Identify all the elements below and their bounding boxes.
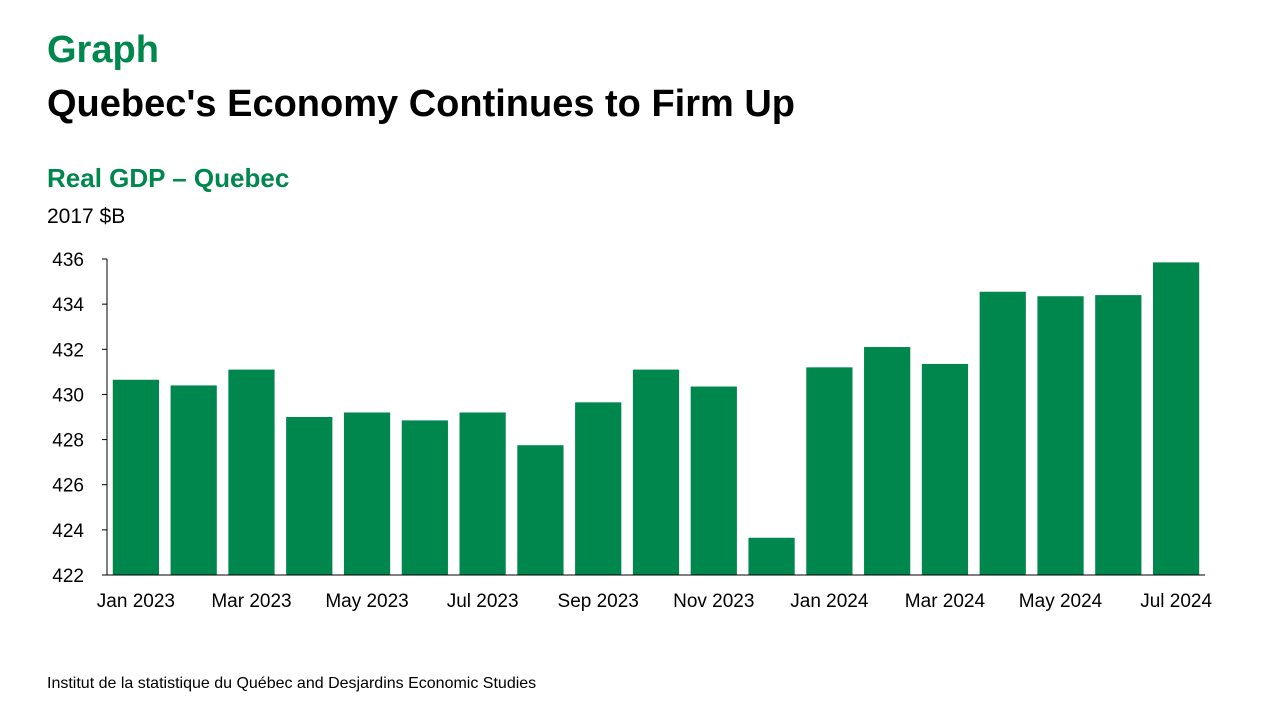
x-tick-label: Jan 2023 [97, 591, 175, 612]
bar-jun-2024 [1095, 295, 1142, 575]
x-tick-label: Nov 2023 [673, 591, 754, 612]
bar-jun-2023 [401, 420, 448, 575]
y-tick-label: 426 [52, 476, 84, 497]
bar-mar-2023 [228, 369, 275, 575]
page-title: Quebec's Economy Continues to Firm Up [47, 83, 796, 125]
x-tick-label: Mar 2024 [905, 591, 986, 612]
y-tick-label: 428 [52, 431, 84, 452]
y-tick-label: 432 [52, 340, 84, 361]
x-tick-label: Sep 2023 [558, 591, 639, 612]
x-tick-label: Jul 2024 [1140, 591, 1212, 612]
bar-apr-2024 [979, 291, 1026, 575]
bar-jan-2023 [112, 379, 160, 575]
y-tick-label: 422 [52, 566, 84, 587]
bar-dec-2023 [748, 537, 795, 575]
bar-aug-2023 [517, 445, 564, 575]
x-tick-label: May 2023 [325, 591, 408, 612]
y-tick-label: 434 [52, 295, 84, 316]
x-tick-label: Mar 2023 [211, 591, 291, 612]
bar-apr-2023 [286, 417, 333, 575]
graph-label: Graph [47, 29, 159, 71]
bars-group [112, 262, 1200, 575]
bar-may-2023 [343, 412, 391, 575]
y-axis-unit-label: 2017 $B [47, 205, 126, 228]
y-axis: 422 424 426 428 430 432 434 436 [52, 250, 108, 587]
x-tick-label: May 2024 [1019, 591, 1103, 612]
y-tick-label: 436 [52, 250, 84, 271]
chart-title: Real GDP – Quebec [47, 163, 290, 193]
bar-jul-2024 [1152, 262, 1200, 575]
source-note: Institut de la statistique du Québec and… [47, 675, 537, 692]
bar-nov-2023 [690, 386, 737, 575]
x-tick-label: Jan 2024 [790, 591, 869, 612]
y-tick-label: 430 [52, 385, 84, 406]
y-tick-label: 424 [52, 521, 84, 542]
bar-feb-2023 [170, 385, 217, 575]
x-tick-label: Jul 2023 [447, 591, 519, 612]
bar-oct-2023 [632, 369, 680, 575]
bar-jan-2024 [806, 367, 853, 575]
bar-mar-2024 [921, 363, 969, 575]
bar-jul-2023 [459, 412, 506, 575]
bar-feb-2024 [864, 347, 911, 575]
bar-sep-2023 [575, 402, 622, 575]
bar-may-2024 [1037, 296, 1084, 575]
x-axis: Jan 2023 Mar 2023 May 2023 Jul 2023 Sep 2023… [97, 574, 1212, 612]
